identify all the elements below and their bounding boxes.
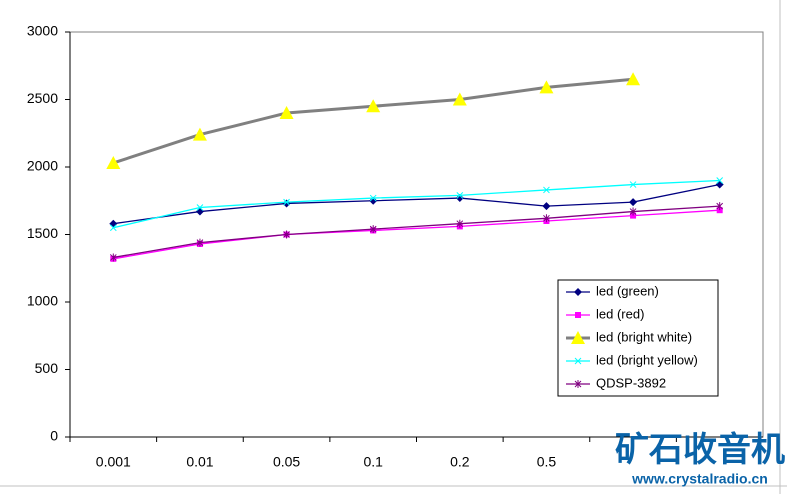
marker [369, 225, 377, 234]
marker [630, 212, 637, 219]
marker [542, 202, 551, 211]
marker [571, 331, 585, 344]
watermark-url: www.crystalradio.cn [631, 471, 768, 487]
marker [543, 214, 550, 223]
marker [109, 253, 117, 262]
marker [106, 155, 121, 169]
x-tick-label: 0.5 [537, 454, 557, 470]
marker [539, 80, 554, 94]
y-tick-label: 2000 [27, 158, 58, 174]
marker [283, 230, 290, 239]
legend-label: led (green) [596, 283, 659, 298]
marker [109, 224, 117, 232]
x-tick-label: 0.05 [273, 454, 300, 470]
legend: led (green) led (red) led (bright white) le… [557, 279, 719, 397]
marker [369, 194, 377, 202]
marker [196, 238, 204, 247]
legend-label: led (bright yellow) [596, 352, 698, 367]
watermark-title: 矿石收音机 [615, 431, 785, 469]
marker [543, 186, 550, 194]
marker [629, 198, 638, 207]
marker [456, 191, 464, 199]
x-tick-label: 0.01 [186, 454, 213, 470]
marker [196, 204, 204, 211]
y-tick-label: 1000 [27, 293, 58, 309]
marker [574, 380, 582, 388]
legend-label: led (bright white) [596, 329, 692, 344]
legend-label: led (red) [596, 306, 644, 321]
marker [279, 106, 294, 119]
marker [575, 312, 581, 318]
marker [716, 202, 724, 211]
legend-label: QDSP-3892 [596, 375, 666, 390]
y-tick-label: 3000 [27, 23, 58, 39]
x-tick-label: 0.2 [450, 454, 470, 470]
x-tick-label: 0.1 [363, 454, 383, 470]
y-tick-label: 500 [35, 360, 59, 376]
y-tick-label: 0 [50, 428, 58, 444]
marker [629, 181, 637, 188]
marker [192, 127, 207, 141]
series-line [113, 205, 720, 259]
marker [366, 99, 381, 113]
x-tick-label: 0.001 [96, 454, 131, 470]
series-line [113, 183, 720, 225]
marker [629, 207, 637, 216]
marker [574, 357, 582, 365]
marker [452, 92, 467, 106]
y-tick-label: 1500 [27, 225, 58, 241]
marker [716, 207, 723, 214]
series-line [113, 179, 720, 229]
marker [456, 219, 464, 228]
y-tick-label: 2500 [27, 90, 58, 106]
series-line [113, 209, 720, 260]
marker [574, 288, 582, 296]
marker [283, 198, 290, 206]
marker [626, 72, 641, 86]
marker [716, 177, 724, 184]
